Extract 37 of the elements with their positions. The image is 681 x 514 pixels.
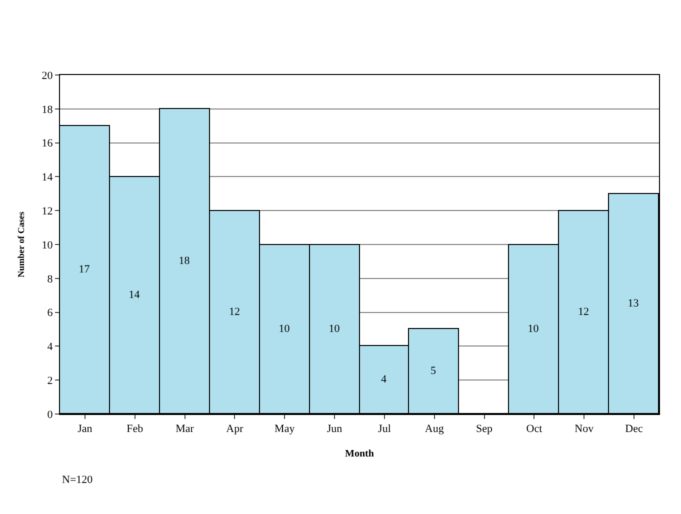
data-label: 18 (178, 255, 190, 267)
data-label: 13 (628, 298, 640, 310)
data-label: 5 (430, 365, 436, 377)
data-label: 12 (229, 306, 240, 318)
data-label: 10 (528, 323, 540, 335)
data-label: 4 (381, 374, 387, 386)
x-tick-label: Jan (78, 423, 93, 436)
data-label: 10 (328, 323, 340, 335)
x-tick-label: Apr (226, 423, 244, 436)
x-tick-label: Dec (625, 423, 644, 436)
y-tick-label: 14 (42, 172, 54, 184)
data-label: 12 (578, 306, 589, 318)
data-label: 17 (78, 264, 90, 276)
x-axis-title: Month (345, 448, 374, 460)
y-tick-label: 6 (47, 307, 54, 320)
y-tick-label: 16 (42, 138, 54, 150)
y-axis-title: Number of Cases (16, 211, 26, 278)
x-tick-label: Aug (424, 423, 444, 436)
y-tick-label: 8 (47, 273, 54, 286)
y-tick-label: 18 (42, 104, 54, 116)
data-label: 10 (278, 323, 290, 335)
y-tick-label: 20 (42, 70, 54, 82)
x-tick-label: Oct (526, 423, 542, 436)
x-tick-label: May (274, 423, 296, 436)
x-tick-label: Nov (574, 423, 594, 436)
y-tick-label: 0 (47, 408, 54, 421)
y-tick-label: 4 (47, 341, 54, 354)
x-tick-label: Jun (326, 423, 343, 436)
y-tick-label: 10 (42, 239, 54, 252)
y-tick-label: 2 (47, 374, 53, 387)
x-tick-label: Jul (378, 423, 391, 436)
text: N=120 (62, 474, 94, 486)
y-tick-label: 12 (42, 205, 53, 218)
data-label: 14 (128, 289, 140, 301)
x-tick-label: Mar (176, 423, 194, 436)
x-tick-label: Sep (476, 423, 494, 436)
x-tick-label: Feb (126, 423, 144, 436)
